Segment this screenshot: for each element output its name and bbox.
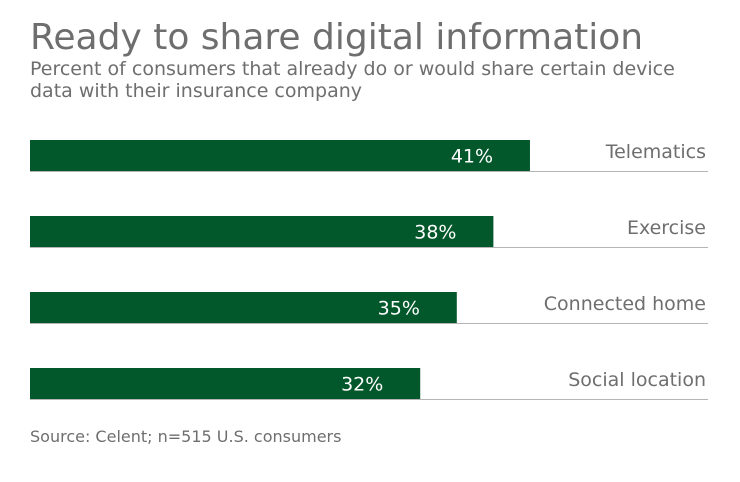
bar-exercise bbox=[30, 216, 494, 247]
bar-value-label: 35% bbox=[378, 298, 420, 320]
bars-layer: 41% Telematics 38% Exercise 35% Connected hom… bbox=[30, 140, 708, 400]
bar-value-label: 32% bbox=[341, 374, 383, 396]
source-note: Source: Celent; n=515 U.S. consumers bbox=[30, 427, 342, 446]
category-label: Social location bbox=[568, 369, 706, 391]
bar-connected-home bbox=[30, 292, 457, 323]
bar-social-location bbox=[30, 368, 421, 399]
page-subtitle: Percent of consumers that already do or … bbox=[30, 58, 675, 102]
category-label: Connected home bbox=[544, 293, 706, 315]
bar-telematics bbox=[30, 140, 530, 171]
category-label: Exercise bbox=[627, 217, 706, 239]
category-label: Telematics bbox=[605, 141, 706, 163]
page-title: Ready to share digital information bbox=[30, 17, 644, 58]
bar-value-label: 41% bbox=[451, 146, 493, 168]
bar-value-label: 38% bbox=[414, 222, 456, 244]
